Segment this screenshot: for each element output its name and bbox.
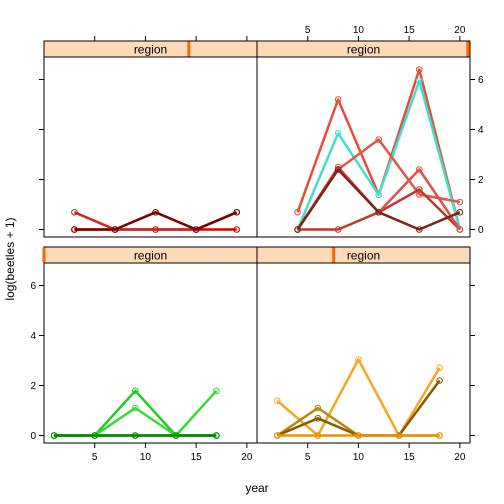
data-point	[314, 414, 322, 422]
data-point	[273, 432, 281, 439]
data-point	[50, 432, 58, 439]
data-point	[131, 432, 139, 439]
data-point	[415, 191, 423, 198]
data-point	[152, 208, 159, 216]
strip-label: region	[347, 43, 380, 57]
y-tick-label: 6	[30, 281, 36, 292]
y-axis-title: log(beetles + 1)	[3, 217, 17, 300]
data-point	[415, 77, 423, 85]
panel-bottom-left: region 5 10 15 20 0 2 4 6	[30, 246, 258, 463]
data-point	[192, 226, 200, 233]
data-point	[213, 387, 220, 395]
x-tick-label: 15	[191, 452, 203, 463]
data-point	[152, 226, 159, 233]
data-point	[415, 186, 423, 193]
x-tick-label: 5	[305, 25, 311, 36]
x-tick-label: 20	[454, 25, 466, 36]
data-point	[71, 226, 78, 233]
data-point	[131, 404, 139, 412]
data-point	[294, 208, 301, 216]
panel-top-left: region	[39, 36, 258, 238]
series-line	[296, 79, 462, 230]
panel-frame	[43, 262, 258, 444]
panel-top-right: region 5 10 15 20 0 2 4 6	[256, 25, 484, 238]
x-tick-label: 15	[404, 25, 416, 36]
y-tick-label: 4	[30, 331, 36, 342]
data-point	[415, 166, 423, 173]
panel-frame	[256, 56, 471, 238]
panels-group: region region 5 10 15 20 0 2 4 6 region 5 10 15 20 0 2 4 6…	[30, 25, 484, 463]
series-line	[54, 389, 218, 437]
data-point	[456, 208, 464, 216]
data-point	[213, 432, 220, 439]
x-tick-label: 10	[353, 452, 365, 463]
data-point	[334, 96, 342, 103]
data-point	[131, 387, 139, 395]
data-point	[334, 166, 342, 173]
strip-label: region	[134, 43, 167, 57]
data-point	[436, 377, 443, 384]
y-tick-label: 6	[478, 75, 484, 86]
data-point	[294, 226, 301, 233]
data-point	[355, 356, 362, 363]
data-point	[375, 191, 383, 199]
x-tick-label: 20	[241, 452, 253, 463]
data-point	[415, 66, 423, 73]
data-point	[172, 432, 180, 439]
y-tick-label: 0	[478, 225, 484, 236]
strip-level-marker	[187, 41, 191, 57]
x-tick-label: 10	[140, 452, 152, 463]
data-point	[456, 198, 464, 206]
data-point	[436, 364, 443, 372]
data-point	[375, 136, 383, 143]
data-point	[273, 397, 281, 405]
data-point	[314, 432, 322, 439]
strip-level-marker	[466, 41, 470, 57]
data-point	[111, 226, 119, 233]
x-tick-label: 5	[305, 452, 311, 463]
x-tick-label: 5	[92, 452, 98, 463]
data-point	[456, 226, 464, 233]
data-point	[355, 432, 362, 439]
y-tick-label: 2	[30, 381, 36, 392]
data-point	[314, 404, 322, 412]
series-line	[74, 211, 238, 231]
y-tick-label: 4	[478, 125, 484, 136]
data-point	[91, 432, 99, 439]
strip-label: region	[347, 249, 380, 263]
data-point	[233, 208, 241, 216]
series-line	[54, 389, 217, 437]
x-tick-label: 15	[404, 452, 416, 463]
panel-bottom-right: region 5 10 15 20	[256, 246, 475, 463]
series-line	[296, 168, 461, 231]
data-point	[436, 432, 443, 439]
data-point	[334, 226, 342, 233]
data-point	[334, 129, 342, 137]
x-tick-label: 20	[454, 452, 466, 463]
strip-level-marker	[42, 247, 46, 263]
panel-frame	[256, 262, 471, 444]
y-tick-label: 0	[30, 431, 36, 442]
data-point	[233, 226, 241, 233]
series-line	[296, 138, 461, 231]
strip-label: region	[134, 249, 167, 263]
data-point	[415, 226, 423, 233]
strip-level-marker	[332, 247, 336, 263]
data-point	[395, 432, 403, 439]
data-point	[71, 208, 78, 216]
y-tick-label: 2	[478, 175, 484, 186]
x-tick-label: 10	[353, 25, 365, 36]
x-axis-title: year	[245, 481, 268, 495]
data-point	[375, 208, 383, 216]
